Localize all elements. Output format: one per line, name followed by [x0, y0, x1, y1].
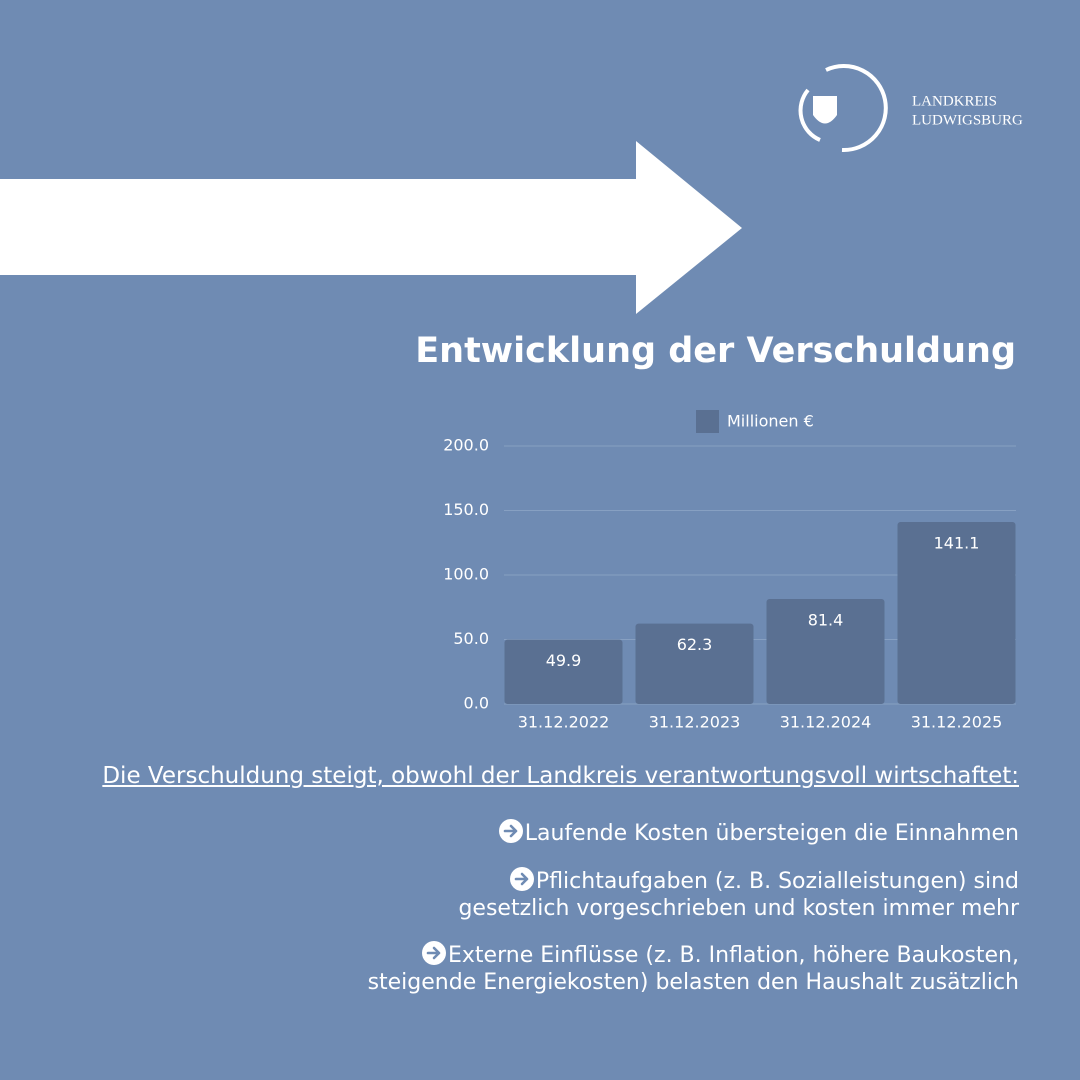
arrow-body [0, 179, 637, 275]
bullet-line: Externe Einflüsse (z. B. Inflation, höhe… [422, 941, 1019, 970]
bullet-text: Externe Einflüsse (z. B. Inflation, höhe… [448, 943, 1019, 968]
x-tick-label: 31.12.2023 [649, 713, 741, 732]
bullet-text: Laufende Kosten übersteigen die Einnahme… [524, 821, 1019, 846]
logo-text: LANDKREIS [912, 93, 997, 109]
arrow-head [636, 141, 742, 314]
bullet-line: Pflichtaufgaben (z. B. Sozialleistungen)… [509, 867, 1019, 896]
legend-swatch [696, 410, 719, 433]
x-tick-label: 31.12.2022 [518, 713, 610, 732]
chart-title: Entwicklung der Verschuldung [415, 331, 1016, 371]
bullet-line: Laufende Kosten übersteigen die Einnahme… [498, 819, 1019, 848]
value-label: 81.4 [808, 610, 844, 629]
bullet-icon [498, 819, 523, 843]
x-tick-label: 31.12.2025 [911, 713, 1003, 732]
logo-ring-inner [798, 88, 821, 142]
value-label: 141.1 [934, 533, 980, 552]
logo-text: LUDWIGSBURG [912, 112, 1023, 128]
bullet-text: gesetzlich vorgeschrieben und kosten imm… [458, 896, 1019, 921]
y-tick-label: 100.0 [443, 565, 489, 584]
value-label: 62.3 [677, 635, 713, 654]
legend-label: Millionen € [727, 412, 814, 431]
bar [504, 639, 623, 704]
bullet-text: Pflichtaufgaben (z. B. Sozialleistungen)… [535, 869, 1019, 894]
y-tick-label: 50.0 [453, 629, 489, 648]
bullet-line: steigende Energiekosten) belasten den Ha… [368, 969, 1019, 997]
bullet-icon [509, 867, 534, 891]
bar [635, 623, 754, 704]
y-tick-label: 0.0 [464, 694, 489, 713]
y-tick-label: 150.0 [443, 500, 489, 519]
bar [897, 521, 1016, 704]
bar [766, 598, 885, 704]
x-tick-label: 31.12.2024 [780, 713, 872, 732]
bullet-line: gesetzlich vorgeschrieben und kosten imm… [458, 895, 1019, 923]
logo-ring [825, 64, 888, 153]
logo: LANDKREIS LUDWIGSBURG [798, 64, 1023, 153]
subheading: Die Verschuldung steigt, obwohl der Land… [102, 763, 1019, 789]
y-tick-label: 200.0 [443, 436, 489, 455]
bullet-icon [422, 941, 447, 965]
logo-shield [813, 96, 837, 124]
bullet-text: steigende Energiekosten) belasten den Ha… [367, 970, 1019, 995]
value-label: 49.9 [546, 651, 582, 670]
